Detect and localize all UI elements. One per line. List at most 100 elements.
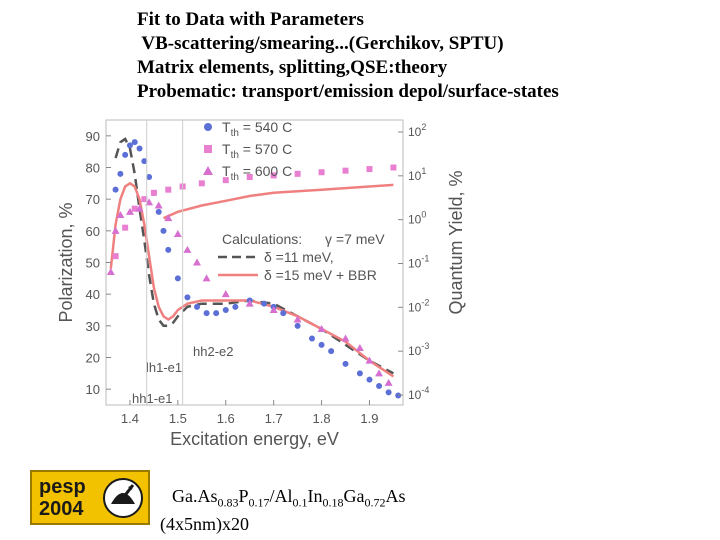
y-tick-label: 60	[86, 224, 100, 239]
formula-text: As	[385, 486, 406, 506]
data-point-circle	[222, 307, 229, 313]
data-point-square	[222, 177, 229, 184]
data-point-circle	[342, 360, 349, 367]
data-point-circle	[204, 123, 212, 131]
data-point-circle	[366, 376, 373, 383]
formula-text: In	[307, 486, 323, 506]
data-point-circle	[131, 139, 138, 146]
data-point-square	[204, 145, 212, 153]
data-point-circle	[318, 341, 325, 348]
data-point-square	[112, 253, 119, 260]
electron-spin-icon	[103, 478, 143, 518]
calc-legend-entry: δ =15 meV + BBR	[264, 267, 377, 283]
legend-entry: Tth = 570 C	[222, 141, 292, 161]
data-point-circle	[165, 246, 172, 253]
data-point-square	[342, 167, 349, 174]
data-point-circle	[141, 158, 148, 165]
data-point-triangle	[154, 201, 163, 209]
data-point-square	[150, 189, 157, 196]
fit-curve	[162, 183, 394, 220]
data-point-triangle	[116, 211, 125, 218]
legend-entry: Tth = 540 C	[222, 119, 292, 139]
data-point-triangle	[111, 226, 120, 234]
data-point-square	[270, 172, 277, 179]
y-tick-label: 80	[86, 161, 100, 176]
data-point-circle	[294, 322, 301, 329]
legend-entry: Tth = 600 C	[222, 163, 292, 183]
formula-subscript: 0.17	[248, 495, 270, 510]
pesp-2004-logo: pesp 2004	[30, 470, 150, 525]
data-point-circle	[184, 294, 191, 301]
data-point-square	[318, 169, 325, 176]
data-point-triangle	[341, 334, 350, 342]
data-point-triangle	[202, 274, 211, 282]
data-point-triangle	[384, 378, 393, 386]
data-point-circle	[261, 300, 268, 307]
annotation-lh1-e1: lh1-e1	[146, 360, 182, 375]
data-point-triangle	[164, 214, 173, 222]
logo-line-pesp: pesp	[39, 476, 86, 498]
formula-subscript: 0.18	[322, 495, 344, 510]
data-point-circle	[385, 389, 392, 396]
formula-subscript: 0.83	[217, 495, 239, 510]
data-point-circle	[160, 227, 167, 234]
y-right-tick-label: 10-2	[408, 297, 429, 314]
formula-subscript: 0.72	[364, 495, 386, 510]
slide-header: Fit to Data with Parameters VB-scatterin…	[137, 8, 707, 104]
data-point-square	[198, 180, 205, 187]
y-right-tick-label: 10-3	[408, 341, 429, 358]
fit-curve	[114, 137, 394, 375]
calc-legend-gamma: γ =7 meV	[325, 231, 385, 247]
data-point-triangle	[125, 207, 134, 215]
header-line-4: Probematic: transport/emission depol/sur…	[137, 81, 559, 102]
data-point-triangle	[355, 344, 364, 351]
data-point-circle	[203, 310, 210, 317]
sample-formula: Ga.As0.83P0.17/Al0.1In0.18Ga0.72As	[172, 486, 406, 511]
sample-structure: (4x5nm)x20	[160, 514, 249, 534]
formula-text: P	[238, 486, 249, 506]
data-point-circle	[174, 275, 181, 282]
data-point-triangle	[365, 356, 374, 364]
y-tick-label: 70	[86, 192, 100, 207]
data-point-circle	[280, 310, 287, 317]
logo-line-2004: 2004	[39, 498, 84, 520]
data-point-triangle	[135, 204, 144, 212]
data-point-square	[294, 170, 301, 177]
y-tick-label: 50	[86, 256, 100, 271]
x-tick-label: 1.7	[265, 411, 283, 426]
header-line-2: VB-scattering/smearing...(Gerchikov, SPT…	[137, 33, 504, 54]
data-point-circle	[194, 303, 201, 310]
y-axis-label-left: Polarization, %	[56, 202, 76, 322]
data-point-circle	[155, 208, 162, 215]
data-point-square	[131, 205, 138, 212]
data-point-triangle	[221, 290, 230, 298]
y-tick-label: 90	[86, 129, 100, 144]
data-point-triangle	[183, 245, 192, 253]
data-point-circle	[126, 142, 133, 149]
formula-text: /Al	[269, 486, 293, 506]
polarization-chart: 1.4 1.5 1.6 1.7 1.8 1.9 10 20 30 40 50 60 70 80 90 10-4…	[56, 119, 466, 449]
y-right-tick-label: 102	[408, 122, 426, 139]
logo-text: pesp 2004	[39, 476, 86, 520]
calc-legend-entry: δ =11 meV,	[264, 249, 334, 265]
data-point-circle	[308, 335, 315, 342]
data-point-triangle	[269, 306, 278, 313]
data-point-circle	[136, 145, 143, 152]
data-point-triangle	[317, 325, 326, 332]
x-tick-label: 1.8	[313, 411, 331, 426]
x-tick-label: 1.4	[121, 411, 139, 426]
plot-area	[106, 120, 403, 405]
data-point-circle	[146, 174, 153, 180]
data-point-circle	[112, 186, 119, 193]
data-point-triangle	[173, 230, 182, 237]
data-point-circle	[117, 170, 124, 177]
data-point-triangle	[293, 315, 302, 323]
x-axis-label: Excitation energy, eV	[170, 429, 339, 449]
annotation-hh2-e2: hh2-e2	[193, 344, 233, 359]
y-right-tick-label: 10-4	[408, 385, 429, 402]
data-point-square	[246, 174, 253, 180]
annotation-hh1-e1: hh1-e1	[132, 391, 172, 406]
y-right-tick-label: 10-1	[408, 254, 429, 271]
plot-background	[106, 120, 403, 405]
y-tick-label: 20	[86, 351, 100, 366]
